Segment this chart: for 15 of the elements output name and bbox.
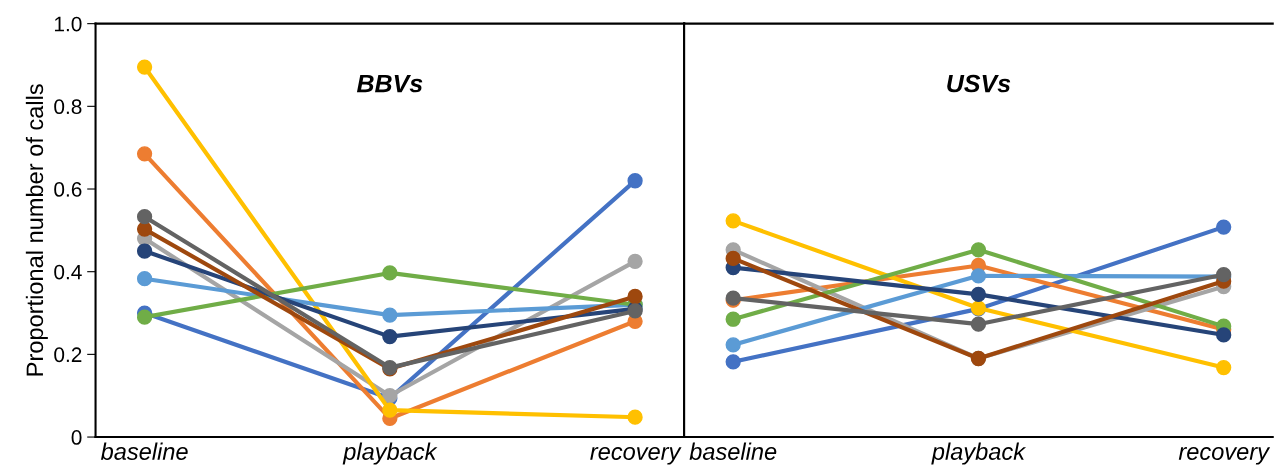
y-tick-label: 0 <box>71 430 82 445</box>
y-tick-label: 0.4 <box>54 264 82 280</box>
x-tick-label: recovery <box>1178 447 1271 465</box>
y-tick-label: 0.8 <box>54 99 82 115</box>
y-tick-label: 0.6 <box>54 182 82 197</box>
y-axis-title: Proportional number of calls <box>25 84 48 376</box>
x-tick-label: baseline <box>689 442 777 460</box>
x-tick-label: playback <box>342 442 438 465</box>
y-tick-label: 0.2 <box>54 347 82 363</box>
x-tick-label: recovery <box>590 447 682 465</box>
x-tick-label: baseline <box>100 442 188 460</box>
x-tick-label: playback <box>931 442 1027 465</box>
text: BBVs <box>356 74 423 93</box>
text: USVs <box>947 74 1011 93</box>
y-tick-label: 1.0 <box>54 16 82 32</box>
